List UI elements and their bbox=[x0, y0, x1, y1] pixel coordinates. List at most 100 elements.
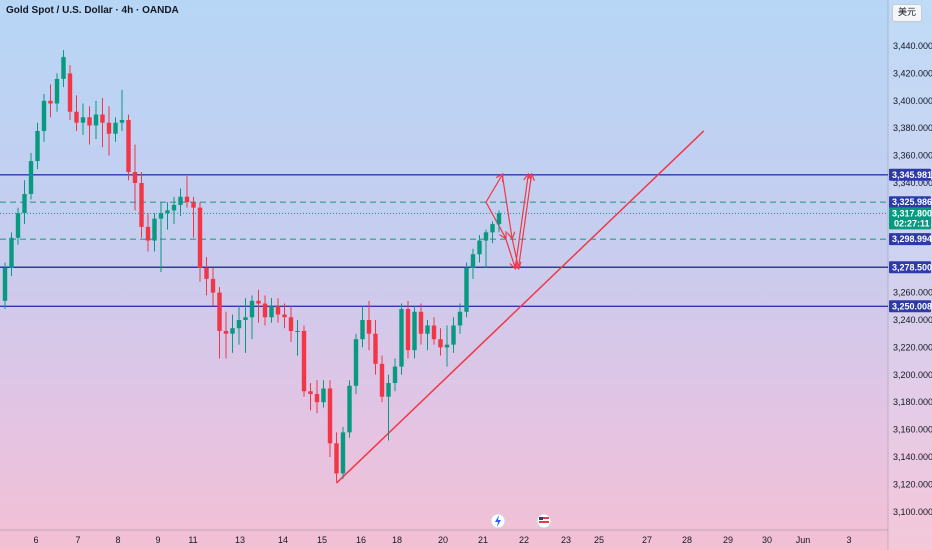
candle-body[interactable] bbox=[464, 267, 469, 312]
currency-button[interactable]: 美元 bbox=[892, 4, 922, 22]
candle-body[interactable] bbox=[171, 204, 177, 211]
candle-body[interactable] bbox=[483, 232, 489, 241]
candle-body[interactable] bbox=[41, 100, 47, 131]
projection-arrow-1[interactable] bbox=[504, 237, 516, 268]
candle-body[interactable] bbox=[35, 130, 40, 162]
candle-body[interactable] bbox=[223, 330, 229, 334]
us-flag-canton bbox=[539, 517, 543, 520]
candle-body[interactable] bbox=[152, 218, 157, 241]
candle-body[interactable] bbox=[132, 172, 138, 183]
candle-body[interactable] bbox=[204, 267, 209, 279]
candle-body[interactable] bbox=[197, 207, 203, 268]
candle-body[interactable] bbox=[191, 202, 196, 208]
candle-body[interactable] bbox=[366, 320, 372, 334]
candle-body[interactable] bbox=[301, 330, 307, 392]
candle-body[interactable] bbox=[386, 383, 391, 397]
candle-body[interactable] bbox=[314, 393, 320, 403]
candle-body[interactable] bbox=[379, 363, 385, 397]
candle-body[interactable] bbox=[490, 224, 495, 233]
projection-arrow-2[interactable] bbox=[485, 175, 502, 203]
candle-body[interactable] bbox=[327, 388, 333, 444]
candle-body[interactable] bbox=[9, 237, 14, 268]
candle-body[interactable] bbox=[373, 333, 378, 364]
candle-body[interactable] bbox=[145, 226, 151, 241]
level-price-tag[interactable] bbox=[889, 300, 931, 313]
candle-body[interactable] bbox=[444, 344, 450, 348]
candle-body[interactable] bbox=[165, 210, 170, 214]
candle-body[interactable] bbox=[15, 213, 21, 238]
candle-body[interactable] bbox=[269, 306, 274, 318]
candle-body[interactable] bbox=[451, 325, 456, 345]
candle-body[interactable] bbox=[477, 240, 482, 255]
candle-body[interactable] bbox=[113, 122, 118, 134]
candle-body[interactable] bbox=[93, 114, 99, 126]
candle-body[interactable] bbox=[334, 443, 339, 474]
candle-body[interactable] bbox=[340, 432, 346, 474]
candle-body[interactable] bbox=[87, 117, 92, 126]
candle-body[interactable] bbox=[243, 317, 248, 320]
level-price-tag[interactable] bbox=[889, 233, 931, 246]
candle-body[interactable] bbox=[249, 300, 255, 318]
candle-body[interactable] bbox=[119, 119, 125, 123]
projection-arrow-2[interactable] bbox=[501, 174, 512, 238]
candle-body[interactable] bbox=[22, 193, 27, 214]
candle-body[interactable] bbox=[399, 309, 404, 367]
candle-body[interactable] bbox=[217, 292, 222, 331]
projection-arrow-1[interactable] bbox=[514, 175, 528, 269]
price-axis[interactable] bbox=[888, 0, 932, 550]
candle-body[interactable] bbox=[282, 314, 287, 318]
candle-body[interactable] bbox=[425, 325, 430, 334]
candle-body[interactable] bbox=[67, 73, 73, 112]
candle-body[interactable] bbox=[2, 267, 8, 301]
candle-body[interactable] bbox=[347, 385, 352, 433]
candle-body[interactable] bbox=[80, 117, 86, 123]
candle-body[interactable] bbox=[210, 278, 216, 293]
candle-body[interactable] bbox=[48, 100, 53, 104]
projection-arrow-2[interactable] bbox=[517, 175, 532, 269]
level-price-tag[interactable] bbox=[889, 261, 931, 274]
candle-body[interactable] bbox=[470, 254, 476, 268]
candle-body[interactable] bbox=[61, 56, 66, 79]
y-tick-label: 3,140.000 bbox=[893, 452, 932, 462]
candle-body[interactable] bbox=[139, 183, 144, 227]
projection-arrow-2[interactable] bbox=[511, 237, 519, 268]
x-tick-label: 3 bbox=[846, 535, 851, 545]
candle-body[interactable] bbox=[106, 122, 112, 134]
candle-body[interactable] bbox=[262, 303, 268, 318]
candle-body[interactable] bbox=[100, 114, 105, 123]
candle-body[interactable] bbox=[236, 320, 242, 329]
x-tick-label: 22 bbox=[519, 535, 529, 545]
candle-body[interactable] bbox=[184, 196, 190, 203]
candle-body[interactable] bbox=[275, 306, 281, 315]
symbol-title[interactable]: Gold Spot / U.S. Dollar · 4h · OANDA bbox=[6, 5, 179, 16]
candle-body[interactable] bbox=[431, 325, 437, 340]
candle-body[interactable] bbox=[360, 320, 365, 340]
candle-body[interactable] bbox=[126, 119, 131, 173]
candle-body[interactable] bbox=[230, 328, 235, 334]
candle-body[interactable] bbox=[288, 317, 294, 331]
projection-arrow-1[interactable] bbox=[485, 201, 506, 238]
candle-body[interactable] bbox=[308, 391, 313, 394]
level-price-tag[interactable] bbox=[889, 196, 931, 209]
candle-body[interactable] bbox=[256, 300, 261, 304]
trend-line[interactable] bbox=[335, 130, 705, 484]
candle-body[interactable] bbox=[321, 388, 326, 403]
candle-body[interactable] bbox=[74, 111, 79, 123]
candle-body[interactable] bbox=[295, 330, 300, 332]
level-price-tag[interactable] bbox=[889, 168, 931, 181]
candle-body[interactable] bbox=[496, 213, 502, 225]
current-price-tag[interactable] bbox=[889, 207, 931, 230]
candle-body[interactable] bbox=[438, 339, 443, 348]
candle-body[interactable] bbox=[457, 311, 463, 326]
candle-body[interactable] bbox=[392, 366, 398, 384]
candle-body[interactable] bbox=[28, 161, 34, 194]
candle-body[interactable] bbox=[54, 78, 60, 104]
candle-body[interactable] bbox=[158, 213, 164, 219]
candle-body[interactable] bbox=[412, 311, 417, 351]
candle-body[interactable] bbox=[353, 339, 359, 386]
candle-body[interactable] bbox=[405, 309, 411, 351]
candle-body[interactable] bbox=[178, 196, 183, 205]
candle-body[interactable] bbox=[418, 311, 424, 334]
